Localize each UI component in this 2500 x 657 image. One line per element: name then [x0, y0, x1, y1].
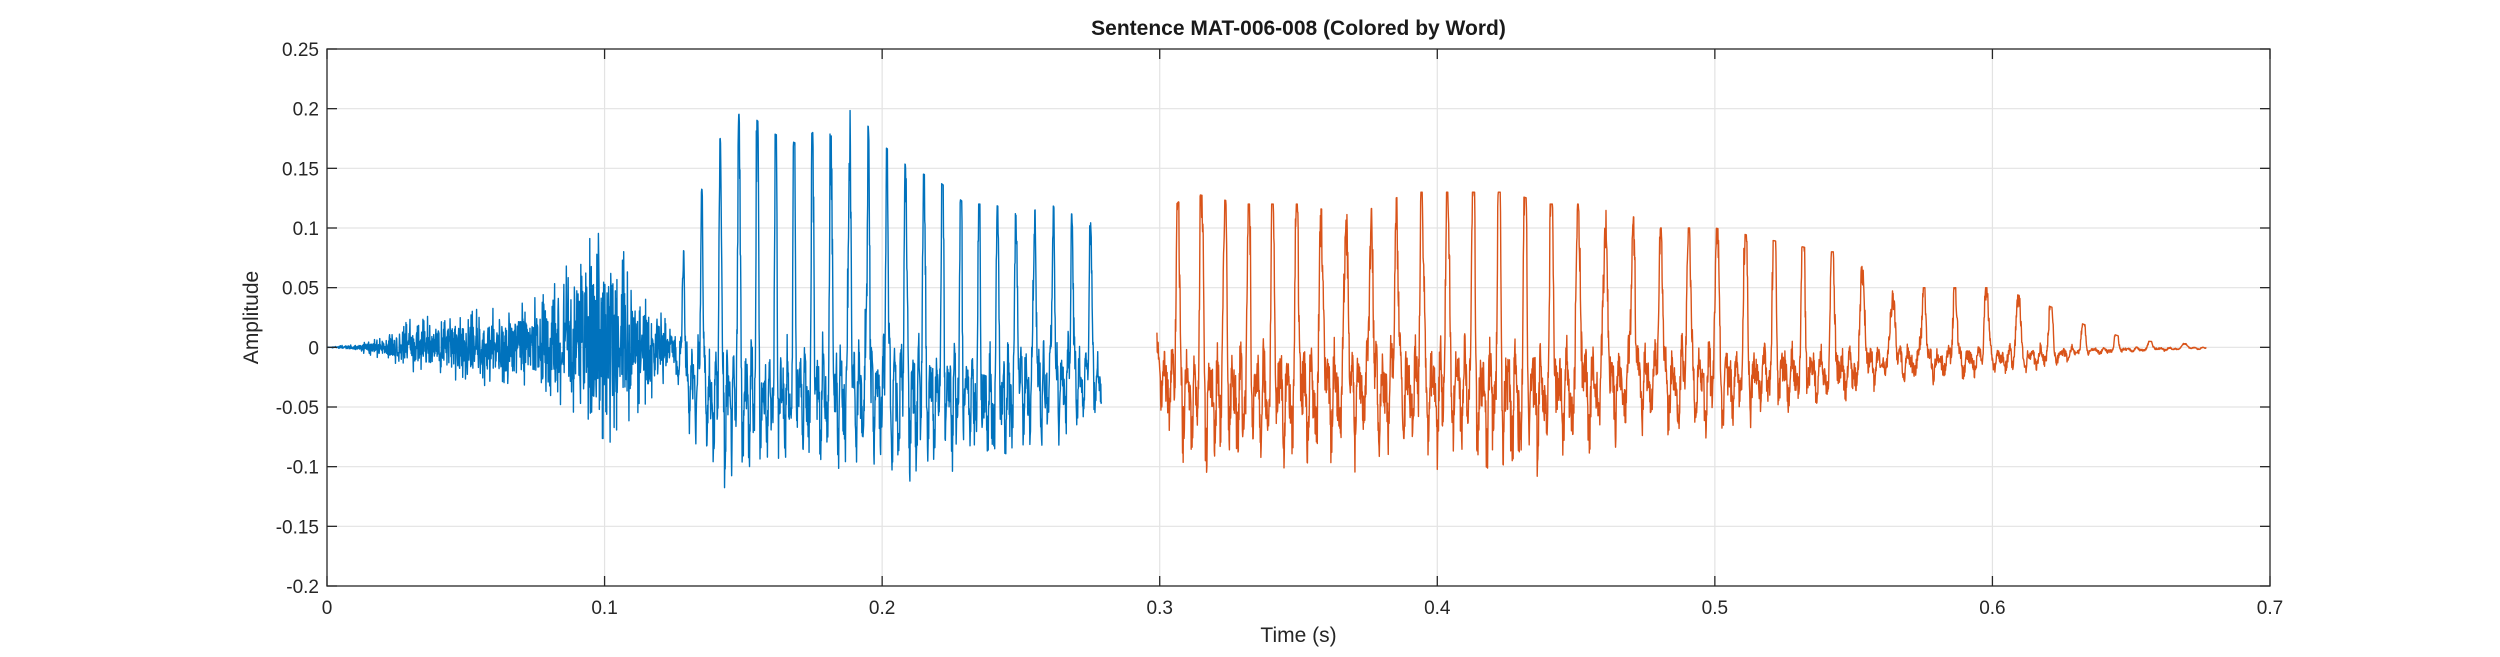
x-tick-label: 0.6	[1979, 598, 2005, 619]
x-tick-label: 0	[322, 598, 333, 619]
axes-frame	[326, 48, 2271, 587]
y-tick-label: 0.25	[282, 40, 319, 61]
tick-layer: 0 0.1 0.2 0.3 0.4 0.5 0.6 0.7 -0.2 -0.15 -0.1 -0.05…	[276, 40, 2284, 619]
y-tick-label: 0.2	[293, 100, 319, 121]
y-tick-label: 0	[308, 338, 319, 359]
y-tick-label: 0.05	[282, 279, 319, 300]
waveform-series-1	[326, 109, 1103, 489]
y-tick-label: -0.15	[276, 517, 319, 538]
y-tick-label: -0.2	[286, 577, 319, 598]
y-tick-label: -0.05	[276, 398, 319, 419]
chart-title: Sentence MAT-006-008 (Colored by Word)	[1091, 17, 1506, 40]
x-tick-label: 0.3	[1147, 598, 1173, 619]
y-tick-label: 0.1	[293, 219, 319, 240]
y-axis-label: Amplitude	[240, 271, 263, 364]
x-tick-label: 0.5	[1702, 598, 1728, 619]
x-tick-label: 0.4	[1424, 598, 1451, 619]
x-tick-label: 0.2	[869, 598, 895, 619]
x-tick-label: 0.1	[591, 598, 617, 619]
y-tick-label: -0.1	[286, 458, 319, 479]
grid-layer	[327, 49, 2270, 586]
x-tick-label: 0.7	[2257, 598, 2283, 619]
y-tick-label: 0.15	[282, 159, 319, 180]
x-axis-label: Time (s)	[1260, 624, 1336, 647]
waveform-series-2	[1156, 191, 2207, 477]
series-layer	[326, 109, 2207, 489]
